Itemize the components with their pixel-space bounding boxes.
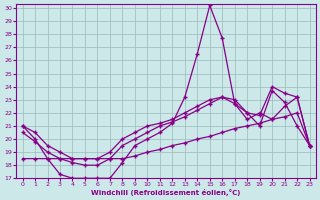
X-axis label: Windchill (Refroidissement éolien,°C): Windchill (Refroidissement éolien,°C): [92, 189, 241, 196]
